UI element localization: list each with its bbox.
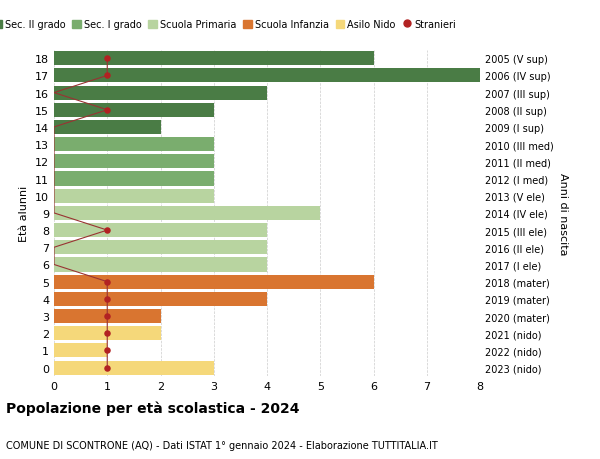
Point xyxy=(103,347,112,354)
Bar xyxy=(54,86,267,101)
Text: COMUNE DI SCONTRONE (AQ) - Dati ISTAT 1° gennaio 2024 - Elaborazione TUTTITALIA.: COMUNE DI SCONTRONE (AQ) - Dati ISTAT 1°… xyxy=(6,440,438,450)
Bar xyxy=(54,103,214,118)
Bar xyxy=(54,292,267,306)
Bar xyxy=(54,172,214,186)
Point xyxy=(103,278,112,285)
Y-axis label: Anni di nascita: Anni di nascita xyxy=(557,172,568,255)
Y-axis label: Età alunni: Età alunni xyxy=(19,185,29,241)
Bar xyxy=(54,69,480,83)
Point xyxy=(103,364,112,371)
Point xyxy=(103,330,112,337)
Point xyxy=(103,107,112,114)
Bar xyxy=(54,155,214,169)
Text: Popolazione per età scolastica - 2024: Popolazione per età scolastica - 2024 xyxy=(6,401,299,415)
Bar xyxy=(54,275,373,289)
Bar xyxy=(54,258,267,272)
Point xyxy=(103,313,112,320)
Bar xyxy=(54,361,214,375)
Bar xyxy=(54,189,214,203)
Point xyxy=(103,227,112,234)
Bar xyxy=(54,138,214,152)
Bar xyxy=(54,224,267,238)
Bar xyxy=(54,309,161,324)
Bar xyxy=(54,207,320,220)
Bar xyxy=(54,326,161,341)
Bar xyxy=(54,344,107,358)
Legend: Sec. II grado, Sec. I grado, Scuola Primaria, Scuola Infanzia, Asilo Nido, Stran: Sec. II grado, Sec. I grado, Scuola Prim… xyxy=(0,16,460,34)
Bar xyxy=(54,121,161,134)
Point xyxy=(103,56,112,63)
Bar xyxy=(54,241,267,255)
Point xyxy=(103,296,112,303)
Bar xyxy=(54,52,373,66)
Point xyxy=(103,73,112,80)
